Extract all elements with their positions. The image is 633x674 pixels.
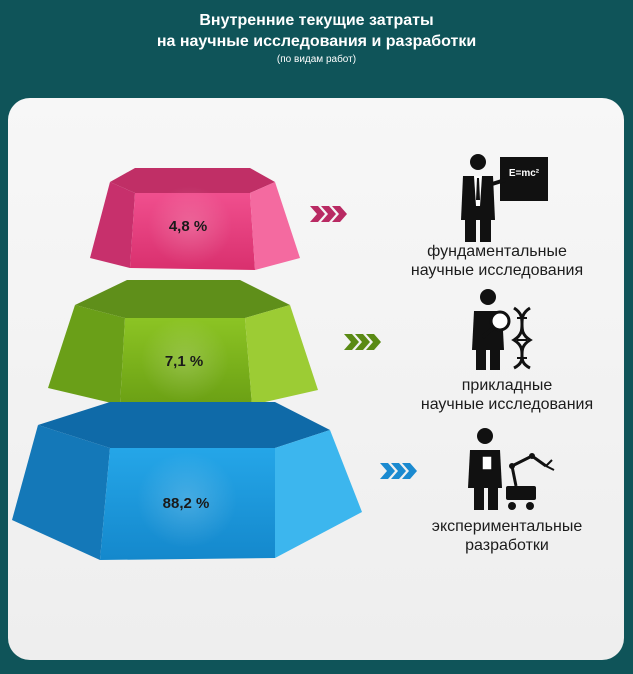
scientist-blackboard-icon: E=mc² bbox=[461, 154, 548, 242]
arrow-experimental-icon bbox=[380, 463, 417, 479]
tier-fundamental-value: 4,8 % bbox=[169, 218, 207, 235]
tier-experimental-value: 88,2 % bbox=[163, 495, 210, 512]
label-fundamental-line-1: фундаментальные bbox=[427, 243, 567, 260]
tier-applied-top bbox=[75, 280, 290, 318]
chart-title-line-2: на научные исследования и разработки bbox=[156, 33, 477, 50]
chart-header: Внутренние текущие затраты на научные ис… bbox=[0, 10, 633, 67]
label-experimental: экспериментальные разработки bbox=[402, 517, 612, 555]
chart-title-line-1: Внутренние текущие затраты bbox=[199, 12, 434, 29]
label-fundamental-line-2: научные исследования bbox=[410, 262, 584, 279]
label-experimental-line-2: разработки bbox=[465, 537, 549, 554]
tier-fundamental-left bbox=[90, 182, 135, 268]
pyramid-tier-fundamental: 4,8 % bbox=[90, 168, 300, 270]
arrow-applied-icon bbox=[344, 334, 381, 350]
pyramid-tier-experimental: 88,2 % bbox=[12, 402, 362, 560]
pyramid-tier-applied: 7,1 % bbox=[48, 280, 318, 405]
tier-applied-right bbox=[245, 305, 318, 405]
tier-applied-value: 7,1 % bbox=[165, 353, 203, 370]
engineer-robot-arm-icon bbox=[468, 428, 555, 510]
blackboard-formula: E=mc² bbox=[509, 168, 540, 179]
tier-fundamental-top bbox=[110, 168, 275, 193]
label-experimental-line-1: экспериментальные bbox=[431, 518, 583, 535]
label-applied-line-1: прикладные bbox=[461, 377, 553, 394]
label-applied: прикладные научные исследования bbox=[402, 376, 612, 414]
tier-experimental-right bbox=[275, 430, 362, 558]
arrow-fundamental-icon bbox=[310, 206, 347, 222]
scientist-magnifier-dna-icon bbox=[472, 289, 533, 370]
tier-experimental-top bbox=[38, 402, 330, 448]
tier-applied-left bbox=[48, 305, 125, 405]
label-fundamental: фундаментальные научные исследования bbox=[392, 242, 602, 280]
tier-experimental-left bbox=[12, 425, 110, 560]
tier-fundamental-right bbox=[250, 182, 300, 270]
chart-subtitle: (по видам работ) bbox=[276, 54, 357, 65]
label-applied-line-2: научные исследования bbox=[420, 396, 594, 413]
